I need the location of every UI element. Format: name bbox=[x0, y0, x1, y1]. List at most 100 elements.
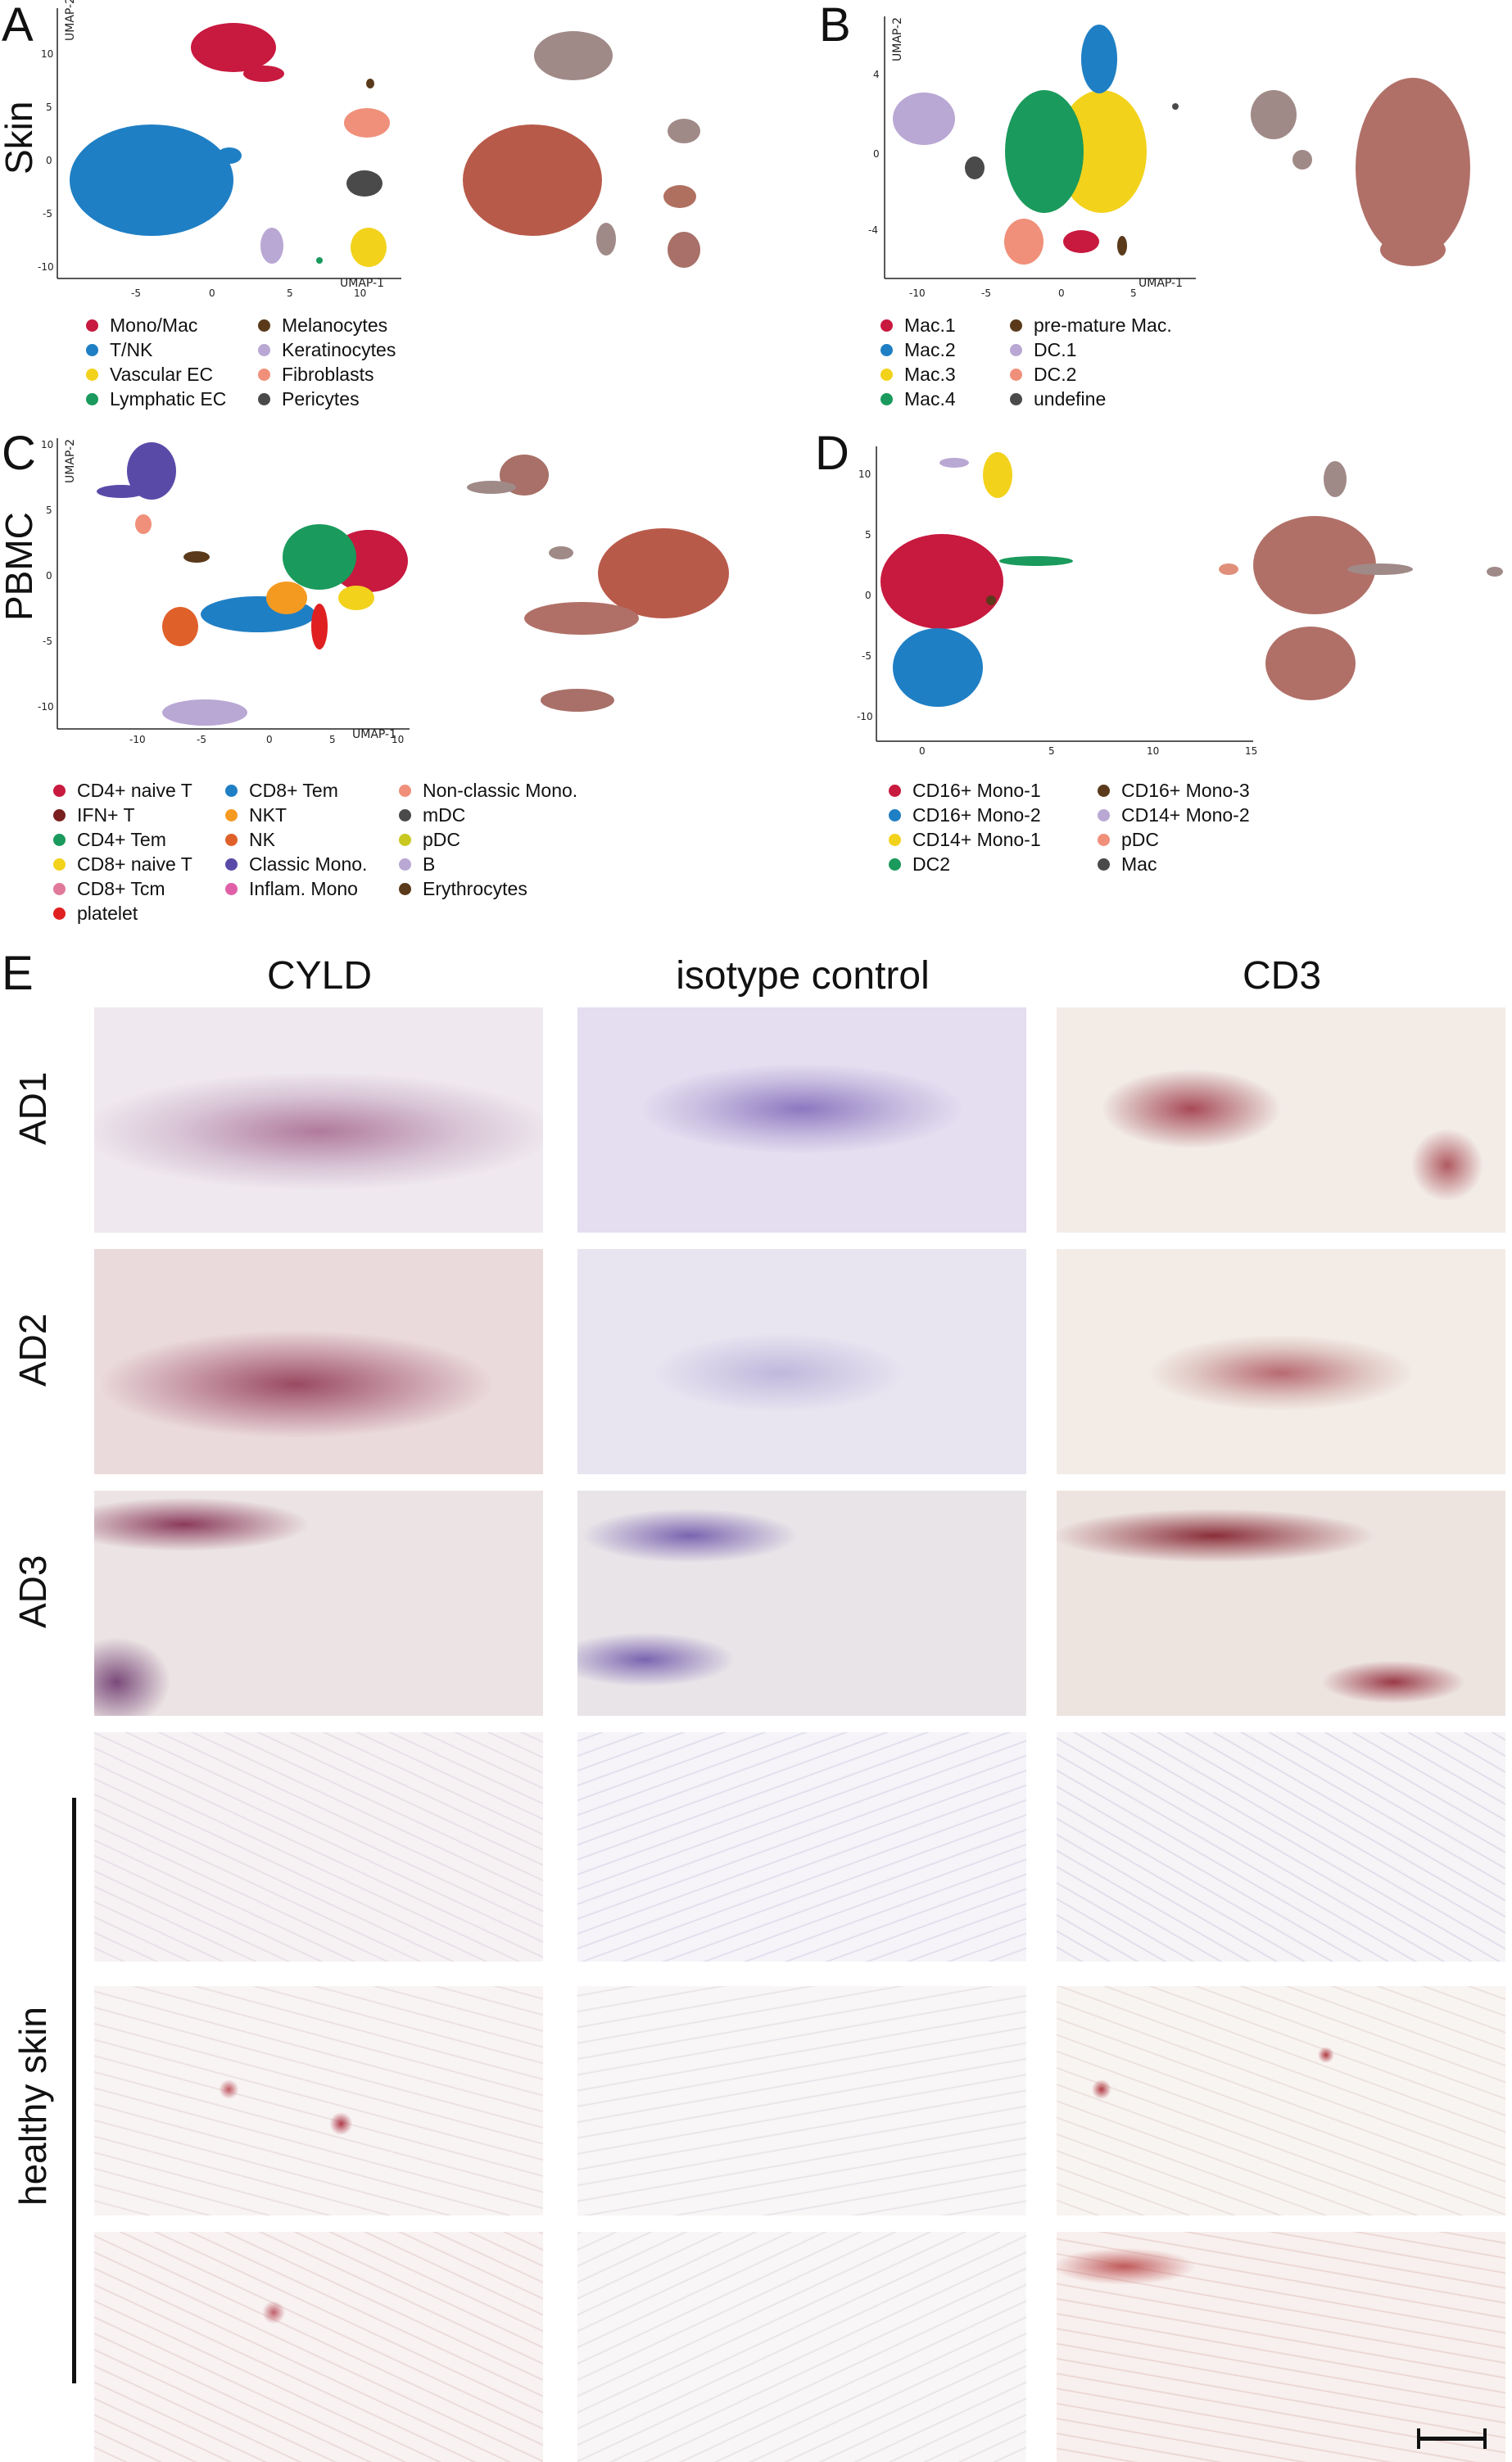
legend-item: pDC bbox=[1098, 827, 1159, 852]
legend-item: Vascular EC bbox=[86, 362, 213, 387]
panel-letter-d: D bbox=[815, 427, 849, 480]
umap-pbmc-clusters-plot: UMAP-2 UMAP-1 10 5 0 -5 -10 -10 -5 0 5 1… bbox=[38, 438, 410, 745]
panel-letter-a: A bbox=[2, 0, 34, 52]
ytick: 5 bbox=[46, 505, 52, 516]
legend-item: Classic Mono. bbox=[225, 852, 367, 876]
legend-item: undefine bbox=[1010, 387, 1106, 411]
legend-dot bbox=[225, 833, 238, 846]
ihc-ad2-cyld bbox=[94, 1249, 543, 1474]
umap-mac-clusters-plot: UMAP-2 UMAP-1 4 0 -4 -10 -5 0 5 bbox=[868, 16, 1196, 299]
xtick: -10 bbox=[909, 287, 926, 299]
legend-dot bbox=[889, 858, 901, 871]
umap-skin-overlay bbox=[459, 25, 729, 270]
xtick: 0 bbox=[209, 287, 215, 299]
legend-item: Mono/Mac bbox=[86, 313, 197, 337]
legend-dot bbox=[889, 808, 901, 821]
umap-mono-clusters: 10 5 0 -5 -10 0 5 10 15 bbox=[857, 446, 1257, 757]
ytick: -5 bbox=[862, 650, 871, 662]
umap-mac-overlay-plot bbox=[1251, 78, 1470, 266]
legend-dot bbox=[258, 368, 270, 381]
axis-label-umap1: UMAP-1 bbox=[1139, 277, 1183, 290]
ytick: -4 bbox=[868, 224, 878, 236]
legend-item: B bbox=[399, 852, 435, 876]
legend-dot bbox=[880, 343, 893, 356]
ihc-healthy3-cyld bbox=[94, 2232, 543, 2462]
legend-item: pre-mature Mac. bbox=[1010, 313, 1172, 337]
ihc-ad1-cyld bbox=[94, 1007, 543, 1233]
legend-item: Inflam. Mono bbox=[225, 876, 358, 901]
legend-dot bbox=[880, 368, 893, 381]
legend-dot bbox=[53, 784, 66, 797]
xtick: 15 bbox=[1245, 745, 1257, 757]
ihc-ad3-isotype bbox=[577, 1491, 1026, 1716]
legend-dot bbox=[399, 808, 411, 821]
ihc-ad2-isotype bbox=[577, 1249, 1026, 1474]
ytick: 5 bbox=[46, 102, 52, 113]
ihc-ad2-cd3 bbox=[1057, 1249, 1505, 1474]
column-label-cd3: CD3 bbox=[1242, 954, 1322, 998]
ytick: 10 bbox=[41, 48, 53, 60]
legend-dot bbox=[53, 907, 66, 920]
legend-dot bbox=[889, 784, 901, 797]
legend-dot bbox=[889, 833, 901, 846]
legend-dot bbox=[53, 833, 66, 846]
ihc-ad1-cd3 bbox=[1057, 1007, 1505, 1233]
legend-item: Fibroblasts bbox=[258, 362, 373, 387]
ihc-healthy3-isotype bbox=[577, 2232, 1026, 2462]
legend-dot bbox=[1010, 368, 1022, 381]
legend-dot bbox=[258, 343, 270, 356]
umap-pbmc-overlay bbox=[459, 455, 737, 725]
legend-dot bbox=[399, 833, 411, 846]
legend-item: Lymphatic EC bbox=[86, 387, 226, 411]
panel-letter-b: B bbox=[819, 0, 851, 52]
panel-letter-c: C bbox=[2, 427, 36, 480]
legend-dot bbox=[880, 392, 893, 405]
legend-item: CD16+ Mono-2 bbox=[889, 803, 1041, 827]
legend-dot bbox=[53, 808, 66, 821]
legend-dot bbox=[53, 882, 66, 895]
xtick: -5 bbox=[197, 734, 206, 745]
legend-skin: Mono/Mac T/NK Vascular EC Lymphatic EC M… bbox=[86, 313, 430, 415]
ytick: 0 bbox=[46, 570, 52, 582]
legend-item: Mac.3 bbox=[880, 362, 956, 387]
legend-dot bbox=[86, 343, 98, 356]
column-label-isotype: isotype control bbox=[676, 954, 930, 998]
umap-mono-overlay bbox=[1212, 459, 1507, 737]
legend-item: Mac.1 bbox=[880, 313, 956, 337]
axis-label-umap2: UMAP-2 bbox=[64, 0, 77, 41]
legend-item: CD14+ Mono-2 bbox=[1098, 803, 1250, 827]
ihc-healthy1-cd3 bbox=[1057, 1732, 1505, 1962]
ytick: 4 bbox=[873, 69, 880, 80]
legend-item: CD4+ naive T bbox=[53, 778, 192, 803]
ytick: -5 bbox=[43, 636, 52, 647]
legend-item: DC2 bbox=[889, 852, 950, 876]
ytick: 10 bbox=[41, 439, 53, 450]
legend-dot bbox=[1010, 319, 1022, 332]
legend-item: T/NK bbox=[86, 337, 152, 362]
legend-item: Non-classic Mono. bbox=[399, 778, 577, 803]
row-label-ad2: AD2 bbox=[11, 1313, 54, 1387]
legend-mono: CD16+ Mono-1 CD16+ Mono-2 CD14+ Mono-1 D… bbox=[889, 778, 1347, 880]
xtick: 0 bbox=[919, 745, 926, 757]
umap-skin-clusters: UMAP-2 UMAP-1 10 5 0 -5 -10 -5 0 5 10 bbox=[38, 0, 401, 299]
umap-mono-overlay-plot bbox=[1219, 461, 1503, 700]
legend-item: CD16+ Mono-1 bbox=[889, 778, 1041, 803]
umap-mono-clusters-plot: 10 5 0 -5 -10 0 5 10 15 bbox=[857, 446, 1257, 757]
xtick: 0 bbox=[266, 734, 273, 745]
legend-dot bbox=[399, 882, 411, 895]
xtick: 5 bbox=[287, 287, 293, 299]
umap-mac-clusters: UMAP-2 UMAP-1 4 0 -4 -10 -5 0 5 bbox=[868, 16, 1196, 299]
legend-dot bbox=[399, 858, 411, 871]
legend-item: DC.2 bbox=[1010, 362, 1076, 387]
legend-item: pDC bbox=[399, 827, 460, 852]
legend-item: CD4+ Tem bbox=[53, 827, 166, 852]
legend-dot bbox=[880, 319, 893, 332]
xtick: 5 bbox=[1048, 745, 1055, 757]
legend-item: Erythrocytes bbox=[399, 876, 527, 901]
legend-dot bbox=[1010, 343, 1022, 356]
ihc-healthy1-cyld bbox=[94, 1732, 543, 1962]
legend-dot bbox=[53, 858, 66, 871]
legend-dot bbox=[86, 392, 98, 405]
column-label-cyld: CYLD bbox=[266, 954, 373, 998]
legend-item: NKT bbox=[225, 803, 287, 827]
